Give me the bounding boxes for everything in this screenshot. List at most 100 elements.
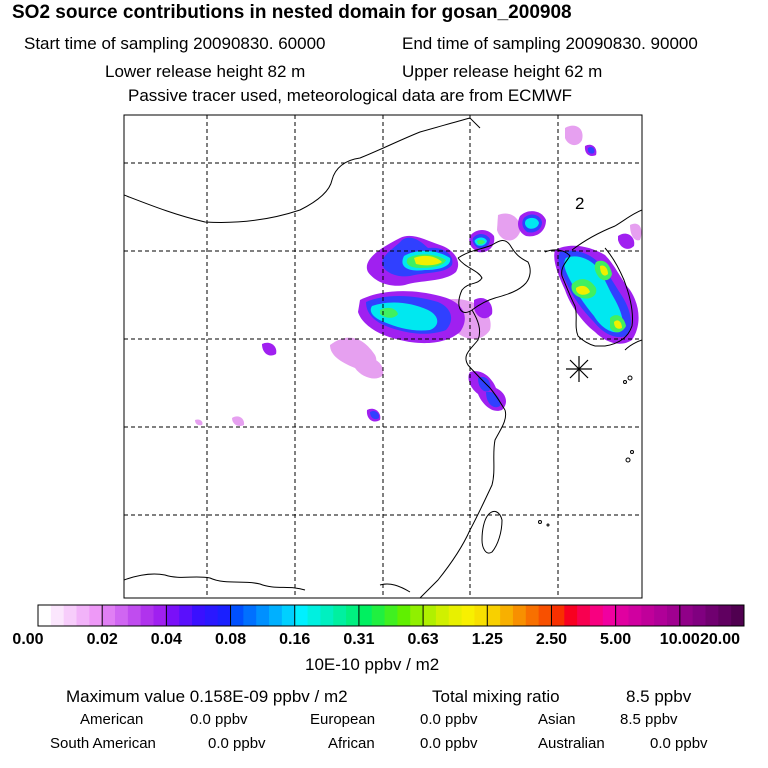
region-value-australian: 0.0 ppbv: [650, 735, 708, 752]
colorbar-cell: [102, 605, 116, 626]
colorbar-cell: [577, 605, 591, 626]
plume-blue: [486, 391, 501, 408]
region-name-south-american: South American: [50, 735, 156, 752]
region-value-african: 0.0 ppbv: [420, 735, 478, 752]
coastline-taiwan: [481, 510, 503, 554]
map-frame: [123, 114, 643, 599]
colorbar-cell: [320, 605, 334, 626]
colorbar-cell: [230, 605, 244, 626]
colorbar-cell: [461, 605, 475, 626]
plume-layers: [195, 125, 642, 427]
colorbar-cell: [371, 605, 386, 626]
lower-release-height: Lower release height 82 m: [105, 62, 306, 81]
coastline-hainan-vicinity: [379, 583, 411, 593]
coastline-korea-east: [571, 209, 642, 347]
colorbar-cell: [731, 605, 745, 626]
region-value-american: 0.0 ppbv: [190, 711, 248, 728]
plume-yellow: [576, 285, 590, 295]
colorbar-tick-label: 0.04: [150, 631, 182, 648]
colorbar-cell: [423, 605, 437, 626]
receptor-star-icon: [566, 356, 592, 382]
colorbar-frame: [37, 604, 745, 627]
coastline-east-china: [419, 409, 507, 598]
coastline-bohai: [457, 240, 531, 313]
tracer-note: Passive tracer used, meteorological data…: [128, 86, 573, 105]
colorbar-cell: [564, 605, 578, 626]
colorbar-units: 10E-10 ppbv / m2: [305, 655, 440, 674]
region-name-european: European: [310, 711, 376, 728]
colorbar-tick-label: 0.31: [343, 631, 375, 648]
maximum-value: Maximum value 0.158E-09 ppbv / m2: [66, 687, 348, 706]
region-value-european: 0.0 ppbv: [420, 711, 478, 728]
colorbar-cell: [435, 605, 450, 626]
colorbar-tick-label: 20.00: [699, 631, 741, 648]
plume-green: [477, 239, 485, 245]
colorbar-tick-label: 10.00: [659, 631, 700, 648]
plume-blue: [478, 376, 491, 392]
colorbar-cell: [89, 605, 103, 626]
colorbar-cell: [217, 605, 232, 626]
colorbar-tick-label: 2.50: [535, 631, 568, 648]
colorbar-cell: [127, 605, 142, 626]
graticule: [124, 115, 642, 598]
colorbar-cell: [204, 605, 219, 626]
upper-release-height: Upper release height 62 m: [402, 62, 603, 81]
colorbar-cell: [243, 605, 257, 626]
region-value-south-american: 0.0 ppbv: [208, 735, 266, 752]
colorbar-tick-label: 5.00: [600, 631, 632, 648]
plume-cyan: [524, 217, 539, 229]
region-name-african: African: [328, 735, 375, 752]
plume-light: [630, 223, 642, 241]
colorbar-cell: [269, 605, 283, 626]
plume-yellow: [614, 320, 622, 329]
colorbar-cell: [307, 605, 321, 626]
colorbar-cell: [500, 605, 514, 626]
colorbar-cell: [538, 605, 552, 626]
colorbar-cell: [474, 605, 488, 626]
end-time: End time of sampling 20090830. 90000: [402, 34, 698, 53]
colorbar-cell: [692, 605, 706, 626]
coastlines: [124, 117, 642, 598]
colorbar-cell: [294, 605, 309, 626]
coastline-south-border: [124, 573, 306, 591]
colorbar-cell: [76, 605, 90, 626]
colorbar-cell: [718, 605, 732, 626]
colorbar-cell: [602, 605, 617, 626]
colorbar-cell: [192, 605, 206, 626]
colorbar-cell: [346, 605, 360, 626]
colorbar-cell: [140, 605, 155, 626]
total-mixing-label: Total mixing ratio: [432, 687, 560, 706]
colorbar-cell: [166, 605, 180, 626]
plume-blue: [587, 146, 595, 154]
colorbar-tick-label: 0.08: [214, 631, 247, 648]
colorbar-cell: [487, 605, 501, 626]
colorbar-cell: [358, 605, 373, 626]
colorbar-cell: [525, 605, 540, 626]
colorbar-cell: [50, 605, 65, 626]
colorbar-cell: [512, 605, 527, 626]
region-name-american: American: [80, 711, 144, 728]
colorbar-cell: [589, 605, 604, 626]
plume-yellow: [414, 255, 442, 266]
colorbar-cell: [448, 605, 463, 626]
colorbar-cell: [615, 605, 629, 626]
colorbar-tick-label: 0.63: [407, 631, 439, 648]
region-value-asian: 8.5 ppbv: [620, 711, 678, 728]
colorbar-cell: [281, 605, 296, 626]
map-area: [124, 115, 642, 598]
plume-yellow: [600, 265, 608, 276]
colorbar-tick-label: 0.16: [279, 631, 311, 648]
plume-purple: [262, 342, 277, 356]
total-mixing-value: 8.5 ppbv: [626, 687, 692, 706]
colorbar-tick-label: 0.00: [12, 631, 44, 648]
colorbar-cell: [679, 605, 694, 626]
plume-purple: [618, 233, 635, 249]
plume-purple: [474, 297, 493, 319]
plume-light: [195, 419, 203, 426]
region-name-asian: Asian: [538, 711, 576, 728]
colorbar-cell: [628, 605, 642, 626]
colorbar-cell: [641, 605, 655, 626]
colorbar-cell: [384, 605, 398, 626]
colorbar-cell: [38, 605, 52, 626]
